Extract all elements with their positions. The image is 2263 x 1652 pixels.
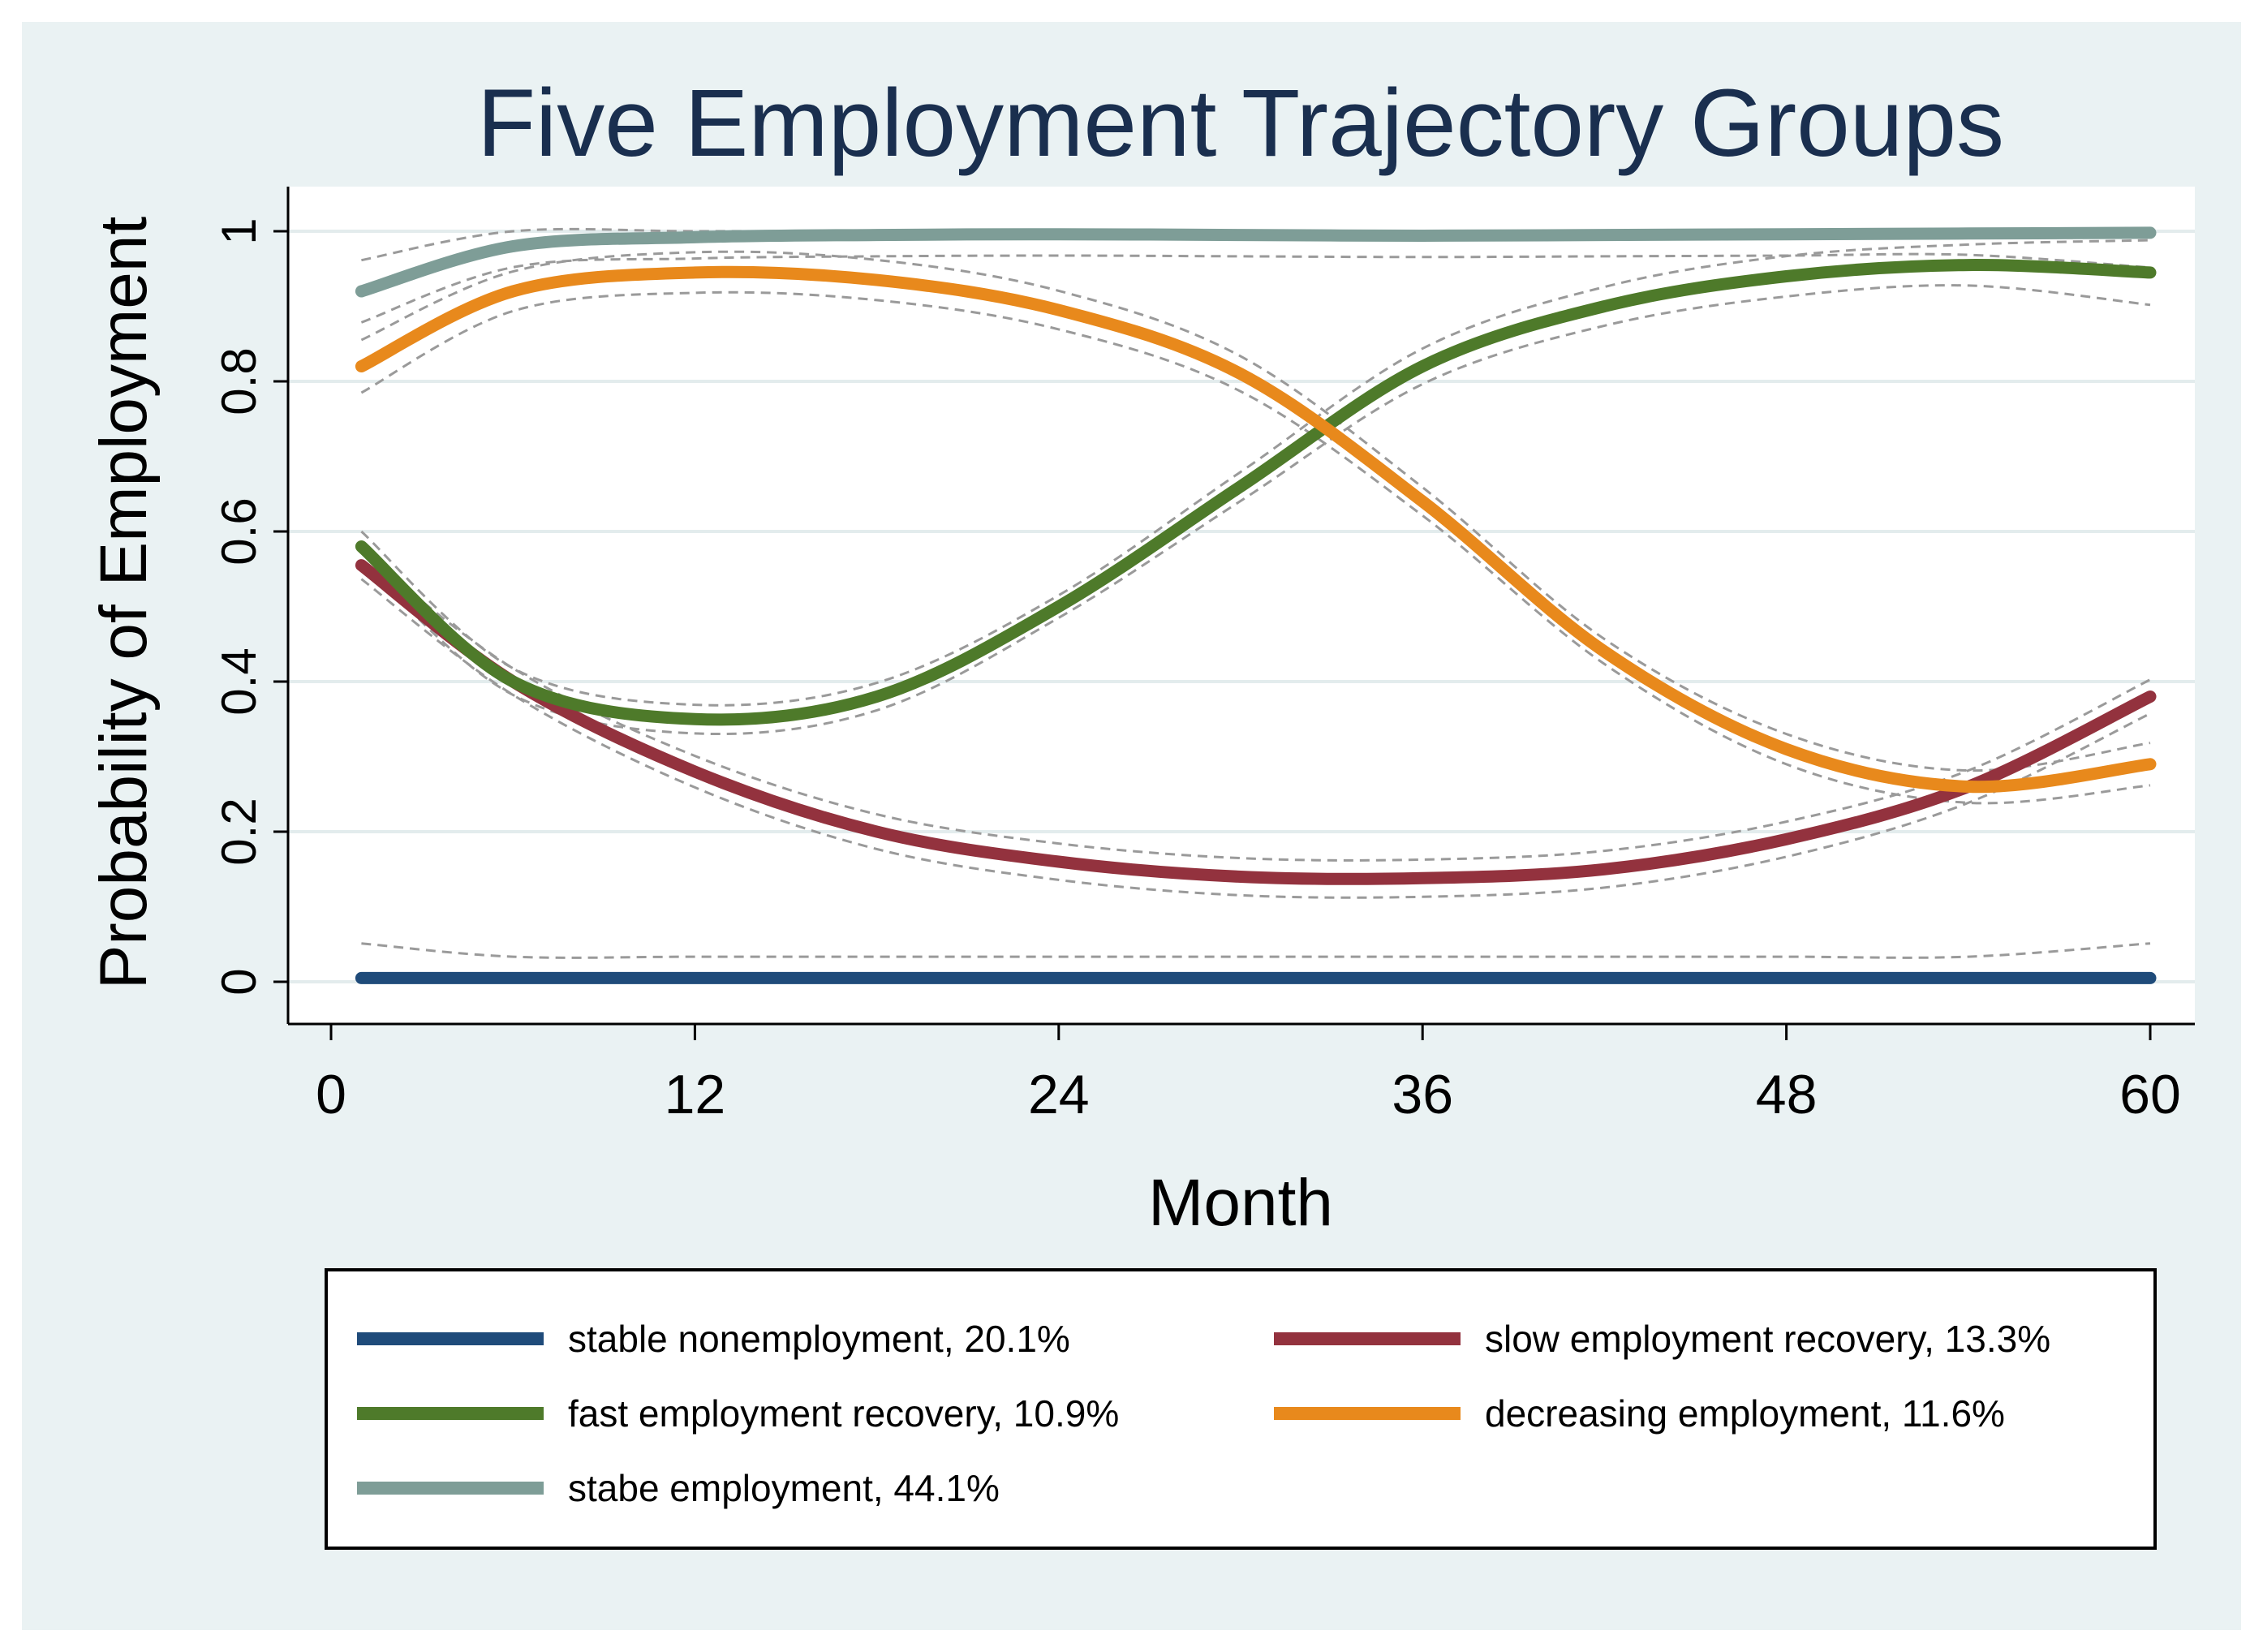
legend-label-slow-recovery: slow employment recovery, 13.3% (1485, 1318, 2050, 1360)
series-line-slow-recovery (355, 559, 2157, 885)
legend: stable nonemployment, 20.1% slow employme… (325, 1268, 2157, 1550)
chart-title: Five Employment Trajectory Groups (477, 70, 2004, 177)
ci-band-stable-nonemployment-upper (361, 942, 2151, 959)
y-tick-label-0: 0 (212, 968, 266, 995)
ci-band-slow-recovery-lower (360, 578, 2151, 899)
ci-band-fast-recovery-lower (360, 284, 2151, 736)
y-axis-title: Probability of Employment (87, 217, 161, 990)
series-line-stable-employment (355, 226, 2157, 298)
legend-label-fast-recovery: fast employment recovery, 10.9% (568, 1392, 1119, 1435)
legend-label-decreasing-employment: decreasing employment, 11.6% (1485, 1392, 2005, 1435)
x-tick-label-2: 24 (1028, 1064, 1090, 1125)
x-tick-label-0: 0 (316, 1064, 346, 1125)
y-tick-label-5: 1 (212, 217, 266, 244)
ci-band-decreasing-employment-upper (360, 250, 2151, 772)
y-tick-label-1: 0.2 (212, 798, 266, 865)
y-tick-label-2: 0.4 (212, 647, 266, 715)
x-tick-label-4: 48 (1756, 1064, 1818, 1125)
series-line-decreasing-employment (355, 265, 2157, 794)
legend-box (325, 1268, 2157, 1550)
ci-band-fast-recovery-upper (360, 239, 2151, 707)
y-tick-label-4: 0.8 (212, 347, 266, 415)
plot-area (288, 187, 2195, 1024)
x-tick-label-5: 60 (2119, 1064, 2181, 1125)
y-tick-label-3: 0.6 (212, 497, 266, 565)
ci-band-stable-employment-lower (360, 252, 2151, 324)
x-axis-title: Month (1148, 1166, 1333, 1240)
x-tick-label-3: 36 (1392, 1064, 1453, 1125)
legend-label-stable-employment: stabe employment, 44.1% (568, 1467, 1000, 1509)
ci-band-decreasing-employment-lower (360, 290, 2151, 805)
legend-label-stable-nonemployment: stable nonemployment, 20.1% (568, 1318, 1070, 1360)
x-tick-label-1: 12 (665, 1064, 726, 1125)
ci-band-slow-recovery-upper (360, 550, 2151, 862)
series-line-fast-recovery (355, 259, 2157, 726)
